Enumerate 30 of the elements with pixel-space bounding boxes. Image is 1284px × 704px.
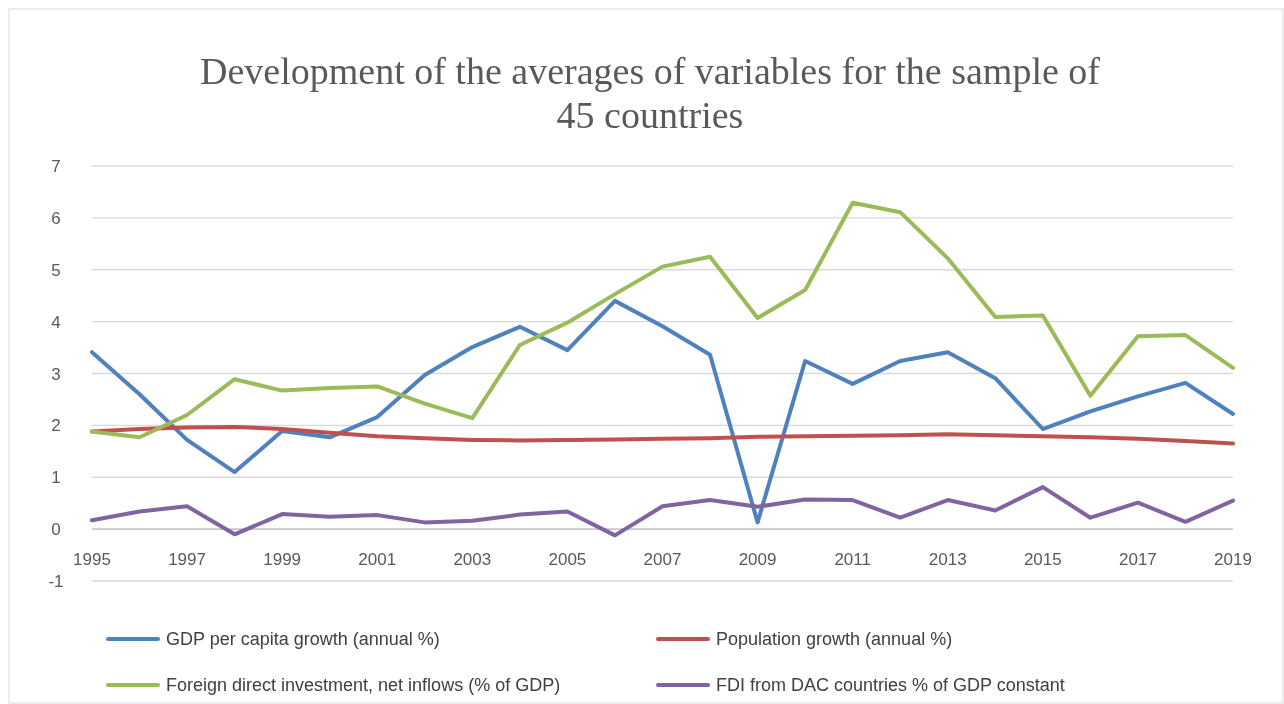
legend-label: Population growth (annual %) [716,629,953,649]
x-tick-label: 2013 [928,550,967,570]
y-tick-label: 1 [51,468,61,488]
x-tick-label: 1995 [73,550,111,570]
x-tick-label: 1997 [168,550,206,570]
legend-label: Foreign direct investment, net inflows (% of GDP) [166,675,561,695]
y-tick-label: 6 [51,208,61,228]
legend-label: GDP per capita growth (annual %) [166,629,440,649]
y-tick-label: 5 [51,260,61,280]
x-tick-label: 2003 [453,550,492,570]
x-tick-label: 2009 [738,550,777,570]
x-tick-label: 1999 [263,550,302,570]
y-tick-label: -1 [48,572,64,591]
x-tick-label: 2005 [548,550,587,570]
y-tick-label: 4 [51,312,61,332]
x-tick-label: 2007 [643,550,682,570]
chart-title: Development of the averages of variables for the sample of 45 countries [199,50,1101,136]
y-tick-label: 2 [51,416,61,436]
legend-label: FDI from DAC countries % of GDP constant [716,675,1065,695]
line-series [90,485,1235,538]
x-tick-label: 2001 [358,550,397,570]
x-tick-label: 2019 [1214,550,1252,570]
y-tick-label: 3 [51,364,61,384]
x-tick-label: 2017 [1119,550,1157,570]
line-series [90,298,1235,525]
x-tick-label: 2011 [834,550,871,570]
y-tick-label: 0 [51,520,61,540]
line-series [90,200,1235,440]
y-tick-label: 7 [51,157,61,176]
x-tick-label: 2015 [1023,550,1062,570]
